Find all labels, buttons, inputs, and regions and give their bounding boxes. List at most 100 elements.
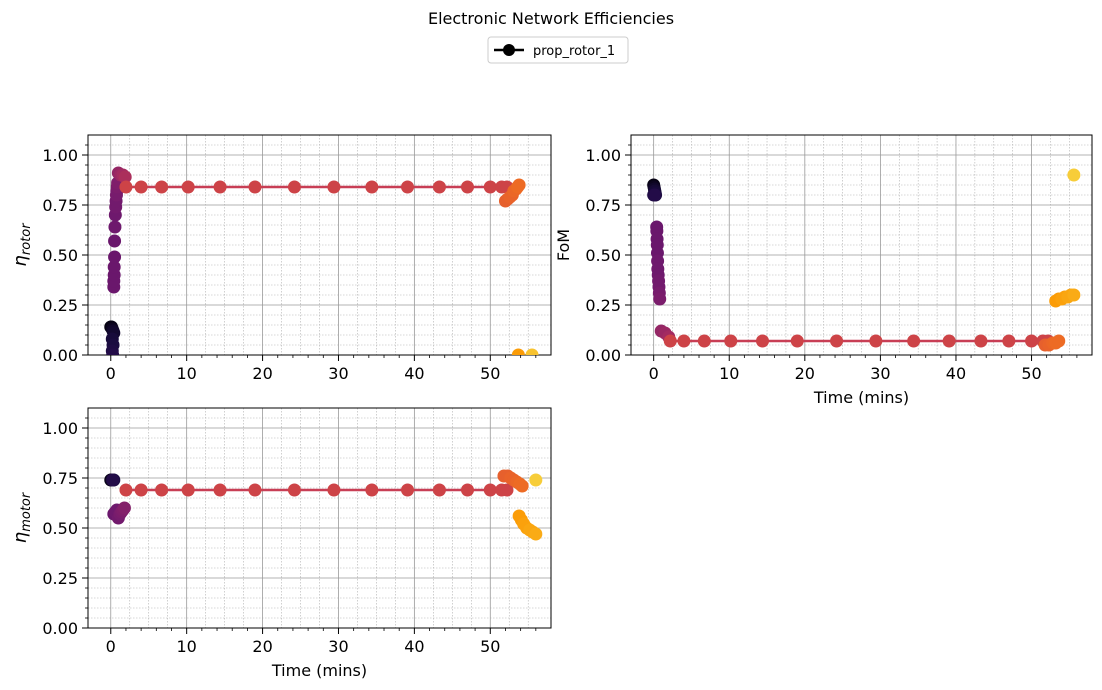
- data-point: [697, 334, 711, 348]
- data-point: [432, 180, 446, 194]
- y-tick-label: 0.75: [42, 469, 78, 488]
- data-point: [500, 483, 514, 497]
- y-tick-label: 0.00: [42, 346, 78, 365]
- x-tick-label: 20: [252, 364, 272, 383]
- panel-rotor-efficiency: 0 10 20 30 40 50 0.00 0.25 0.50 0.75 1.00 ηrotor: [10, 134, 552, 383]
- panel-figure-of-merit: 0 10 20 30 40 50 0.00 0.25 0.50 0.75 1.00 Time (min…: [554, 134, 1093, 407]
- x-tick-label: 30: [328, 364, 348, 383]
- legend-label: prop_rotor_1: [533, 44, 615, 59]
- data-point: [483, 483, 497, 497]
- y-axis-label: ηrotor: [10, 222, 34, 267]
- data-point: [108, 220, 122, 234]
- x-tick-label: 30: [328, 637, 348, 656]
- data-point: [106, 473, 120, 487]
- data-point: [1002, 334, 1016, 348]
- x-tick-label: 10: [176, 637, 196, 656]
- data-point: [248, 483, 262, 497]
- data-point: [401, 483, 415, 497]
- data-point: [529, 473, 543, 487]
- y-tick-label: 0.50: [585, 246, 621, 265]
- data-point: [1052, 334, 1066, 348]
- x-tick-label: 0: [106, 364, 116, 383]
- x-tick-label: 50: [1021, 364, 1041, 383]
- x-tick-label: 50: [480, 637, 500, 656]
- x-tick-label: 30: [870, 364, 890, 383]
- y-tick-label: 1.00: [42, 419, 78, 438]
- data-point: [155, 483, 169, 497]
- data-point: [401, 180, 415, 194]
- data-point: [653, 292, 667, 306]
- y-tick-label: 0.50: [42, 519, 78, 538]
- x-axis-label: Time (mins): [271, 661, 367, 680]
- data-point: [942, 334, 956, 348]
- data-point: [907, 334, 921, 348]
- data-point: [181, 483, 195, 497]
- data-point: [181, 180, 195, 194]
- data-point: [287, 483, 301, 497]
- x-axis-label: Time (mins): [813, 388, 909, 407]
- data-point: [483, 180, 497, 194]
- data-point: [108, 234, 122, 248]
- panel-motor-efficiency: 0 10 20 30 40 50 0.00 0.25 0.50 0.75 1.00 Time (min…: [10, 407, 552, 680]
- y-tick-label: 0.50: [42, 246, 78, 265]
- data-point: [663, 334, 677, 348]
- legend: prop_rotor_1: [487, 36, 629, 64]
- y-tick-label: 0.75: [585, 196, 621, 215]
- data-point: [117, 501, 131, 515]
- data-point: [107, 260, 121, 274]
- data-point: [515, 479, 529, 493]
- data-point: [248, 180, 262, 194]
- data-point: [119, 180, 133, 194]
- data-point: [755, 334, 769, 348]
- data-point: [213, 180, 227, 194]
- legend-frame: [487, 36, 629, 64]
- data-point: [118, 170, 132, 184]
- legend-marker-sample: [503, 44, 515, 56]
- data-point: [529, 527, 543, 541]
- y-tick-label: 0.75: [42, 196, 78, 215]
- x-tick-label: 0: [649, 364, 659, 383]
- data-point: [213, 483, 227, 497]
- data-point: [327, 180, 341, 194]
- series-prop-rotor-1: [104, 166, 539, 355]
- y-tick-label: 0.00: [585, 346, 621, 365]
- data-point: [830, 334, 844, 348]
- series-prop-rotor-1: [647, 168, 1081, 352]
- y-tick-label: 0.25: [585, 296, 621, 315]
- data-point: [461, 483, 475, 497]
- data-point: [365, 483, 379, 497]
- x-tick-label: 20: [795, 364, 815, 383]
- data-point: [869, 334, 883, 348]
- data-point: [974, 334, 988, 348]
- data-point: [287, 180, 301, 194]
- figure-title: Electronic Network Efficiencies: [428, 9, 674, 28]
- data-point: [1025, 334, 1039, 348]
- data-point: [155, 180, 169, 194]
- data-point: [134, 180, 148, 194]
- data-point: [365, 180, 379, 194]
- data-point: [461, 180, 475, 194]
- x-tick-label: 0: [106, 637, 116, 656]
- y-tick-label: 1.00: [42, 146, 78, 165]
- x-tick-label: 40: [946, 364, 966, 383]
- data-point: [134, 483, 148, 497]
- data-point: [648, 188, 662, 202]
- y-tick-label: 0.00: [42, 619, 78, 638]
- data-point: [677, 334, 691, 348]
- data-point: [790, 334, 804, 348]
- y-axis-label: FoM: [554, 229, 573, 261]
- data-point: [525, 348, 539, 355]
- x-tick-label: 10: [176, 364, 196, 383]
- data-point: [1067, 288, 1081, 302]
- x-tick-label: 10: [719, 364, 739, 383]
- series-prop-rotor-1: [104, 469, 543, 541]
- x-tick-label: 50: [480, 364, 500, 383]
- data-point: [106, 348, 120, 355]
- data-point: [432, 483, 446, 497]
- y-tick-label: 0.25: [42, 296, 78, 315]
- x-tick-label: 40: [404, 637, 424, 656]
- x-tick-label: 40: [404, 364, 424, 383]
- y-tick-label: 1.00: [585, 146, 621, 165]
- data-point: [108, 250, 122, 264]
